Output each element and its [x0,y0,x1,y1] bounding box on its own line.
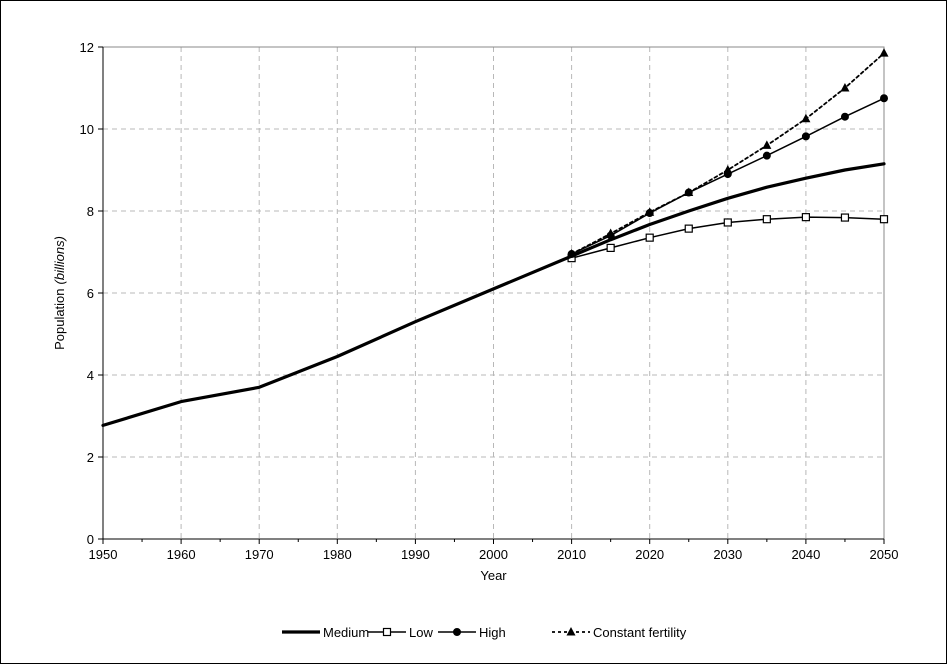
y-tick-label: 8 [87,204,94,219]
data-point [801,113,811,123]
y-tick-label: 2 [87,450,94,465]
x-tick-label: 1990 [401,547,430,562]
y-tick-label: 4 [87,368,94,383]
data-point [684,187,694,197]
legend-label: Medium [323,625,369,640]
series-layer [101,48,889,427]
x-tick-label: 2050 [870,547,899,562]
data-point [606,228,616,238]
x-tick-label: 2030 [713,547,742,562]
data-point [879,48,889,57]
y-axis-title-main: Population [52,288,67,349]
legend-item-medium: Medium [282,625,369,640]
data-point [684,224,693,233]
data-point [801,132,810,141]
data-point [606,243,615,252]
data-point [566,627,576,636]
x-tick-label: 1970 [245,547,274,562]
y-tick-label: 0 [87,532,94,547]
data-point [382,627,392,637]
data-point [840,83,850,92]
data-point [879,215,889,224]
legend-item-constant-fertility: Constant fertility [552,625,687,640]
data-point [645,207,655,216]
series-line [101,162,886,427]
tick-labels: 1950 1960 1970 1980 1990 2000 2010 2020 2030 2040… [80,40,899,562]
data-point [762,140,772,149]
data-point [840,213,850,222]
x-tick-label: 2040 [791,547,820,562]
series-medium [101,162,886,427]
x-tick-label: 2010 [557,547,586,562]
y-tick-label: 6 [87,286,94,301]
x-tick-label: 1950 [89,547,118,562]
y-axis-title: Population (billions) [52,236,67,350]
data-point [762,215,771,224]
legend-label: Constant fertility [593,625,687,640]
legend-item-high: High [438,625,506,640]
x-tick-label: 2000 [479,547,508,562]
legend-item-low: Low [368,625,433,640]
y-tick-label: 10 [80,122,94,137]
y-axis-title-unit: (billions) [52,236,67,284]
x-axis-title: Year [480,568,507,583]
series-low [567,213,889,263]
data-point [762,151,771,160]
legend-label: High [479,625,506,640]
grid [103,47,884,539]
y-tick-label: 12 [80,40,94,55]
data-point [645,233,654,242]
data-point [840,112,849,121]
axes [98,46,885,544]
data-point [801,213,811,222]
data-point [723,165,733,174]
data-point [880,94,888,103]
legend-label: Low [409,625,433,640]
legend: Medium Low High Constant fertility [282,625,687,640]
data-point [723,218,732,227]
data-point [453,628,461,636]
x-tick-label: 2020 [635,547,664,562]
x-tick-label: 1980 [323,547,352,562]
x-tick-label: 1960 [167,547,196,562]
